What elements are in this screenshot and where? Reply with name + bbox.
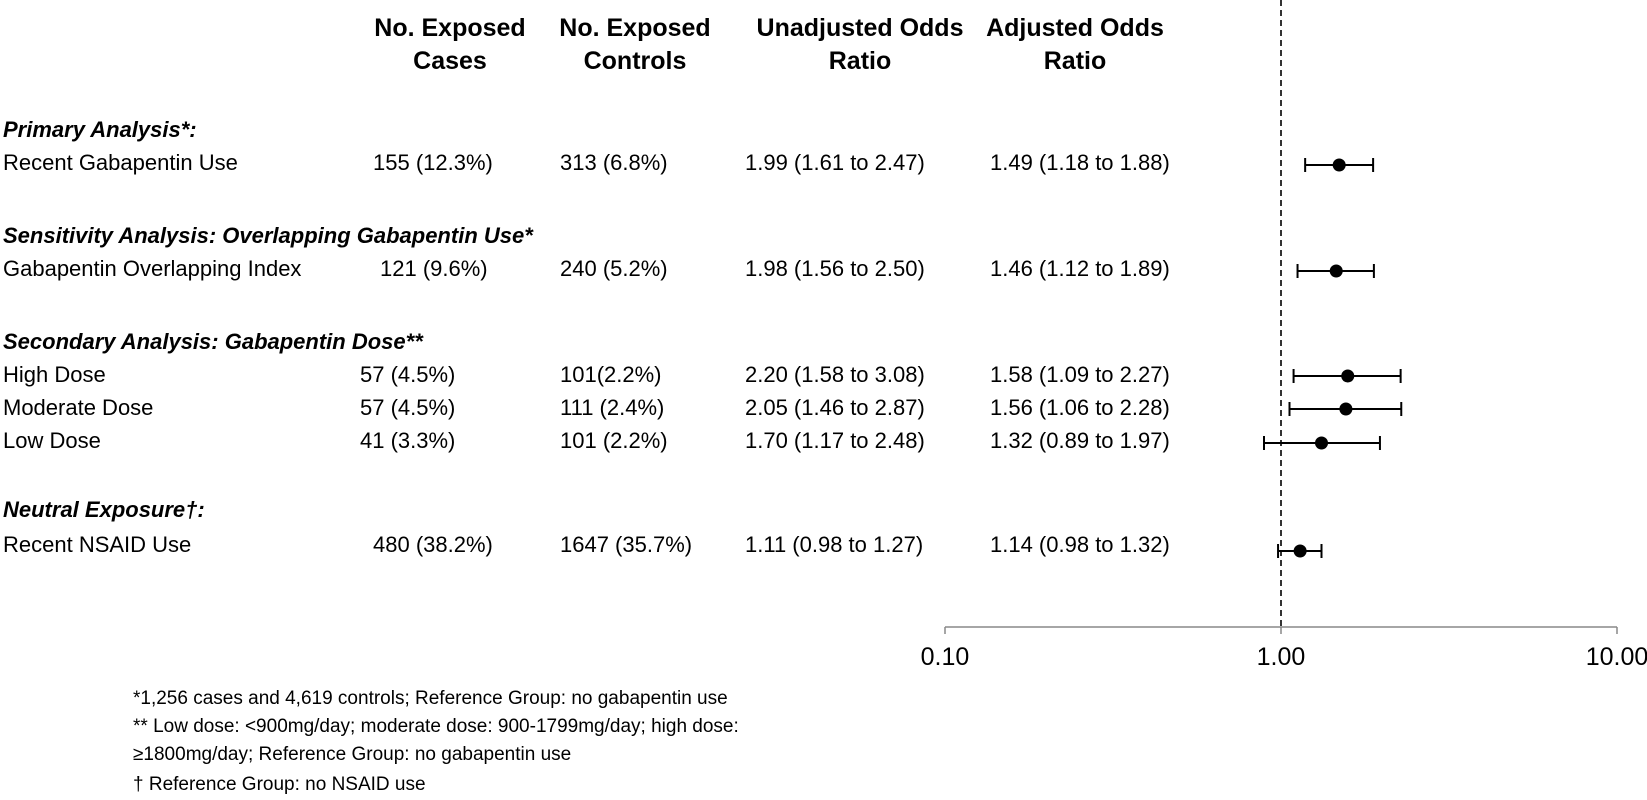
estimate-point	[1341, 369, 1355, 383]
cell-unadjusted: 2.05 (1.46 to 2.87)	[745, 395, 925, 420]
section-title-primary: Primary Analysis*:	[3, 117, 197, 142]
cell-cases: 41 (3.3%)	[360, 428, 456, 453]
header-unadjusted-line1: Unadjusted Odds	[756, 14, 964, 42]
x-tick-label: 10.00	[1586, 643, 1647, 671]
footnote: ** Low dose: <900mg/day; moderate dose: …	[133, 716, 739, 737]
row-label: Moderate Dose	[3, 395, 154, 420]
cell-controls: 101 (2.2%)	[560, 428, 668, 453]
estimate-point	[1293, 544, 1307, 558]
estimate-point	[1315, 436, 1329, 450]
header-controls-line1: No. Exposed	[559, 14, 711, 42]
row-label: Recent Gabapentin Use	[3, 150, 238, 175]
row-label: High Dose	[3, 362, 106, 387]
header-controls-line2: Controls	[583, 47, 687, 75]
header-unadjusted-line2: Ratio	[828, 47, 892, 75]
x-tick-label: 0.10	[921, 643, 970, 671]
cell-adjusted: 1.56 (1.06 to 2.28)	[990, 395, 1170, 420]
footnote: † Reference Group: no NSAID use	[133, 774, 426, 795]
estimate-point	[1332, 158, 1346, 172]
row-label: Recent NSAID Use	[3, 532, 192, 557]
header-adjusted: Adjusted Odds Ratio	[965, 12, 1185, 78]
cell-adjusted: 1.49 (1.18 to 1.88)	[990, 150, 1170, 175]
cell-adjusted: 1.46 (1.12 to 1.89)	[990, 256, 1170, 281]
estimate-point	[1339, 402, 1353, 416]
header-controls: No. Exposed Controls	[540, 12, 730, 78]
section-title-neutral: Neutral Exposure†:	[3, 497, 205, 522]
x-tick-label: 1.00	[1257, 643, 1306, 671]
cell-controls: 111 (2.4%)	[560, 395, 665, 420]
cell-cases: 480 (38.2%)	[373, 532, 493, 557]
cell-cases: 57 (4.5%)	[360, 362, 456, 387]
cell-cases: 155 (12.3%)	[373, 150, 493, 175]
cell-unadjusted: 1.99 (1.61 to 2.47)	[745, 150, 925, 175]
cell-adjusted: 1.32 (0.89 to 1.97)	[990, 428, 1170, 453]
header-unadjusted: Unadjusted Odds Ratio	[740, 12, 980, 78]
cell-unadjusted: 1.11 (0.98 to 1.27)	[745, 532, 924, 557]
cell-controls: 313 (6.8%)	[560, 150, 668, 175]
cell-controls: 240 (5.2%)	[560, 256, 668, 281]
footnote: *1,256 cases and 4,619 controls; Referen…	[133, 688, 728, 709]
section-title-secondary: Secondary Analysis: Gabapentin Dose**	[3, 329, 423, 354]
estimate-point	[1329, 264, 1343, 278]
cell-unadjusted: 2.20 (1.58 to 3.08)	[745, 362, 925, 387]
header-cases: No. Exposed Cases	[355, 12, 545, 78]
section-title-sensitivity: Sensitivity Analysis: Overlapping Gabape…	[3, 223, 533, 248]
cell-adjusted: 1.58 (1.09 to 2.27)	[990, 362, 1170, 387]
cell-cases: 121 (9.6%)	[380, 256, 488, 281]
header-adjusted-line1: Adjusted Odds	[986, 14, 1164, 42]
header-cases-line2: Cases	[413, 47, 487, 75]
header-adjusted-line2: Ratio	[1043, 47, 1107, 75]
cell-unadjusted: 1.98 (1.56 to 2.50)	[745, 256, 925, 281]
cell-unadjusted: 1.70 (1.17 to 2.48)	[745, 428, 925, 453]
cell-cases: 57 (4.5%)	[360, 395, 456, 420]
cell-controls: 1647 (35.7%)	[560, 532, 693, 557]
header-cases-line1: No. Exposed	[374, 14, 526, 42]
footnote: ≥1800mg/day; Reference Group: no gabapen…	[133, 744, 572, 765]
row-label: Gabapentin Overlapping Index	[3, 256, 302, 281]
row-label: Low Dose	[3, 428, 101, 453]
cell-controls: 101(2.2%)	[560, 362, 662, 387]
cell-adjusted: 1.14 (0.98 to 1.32)	[990, 532, 1170, 557]
